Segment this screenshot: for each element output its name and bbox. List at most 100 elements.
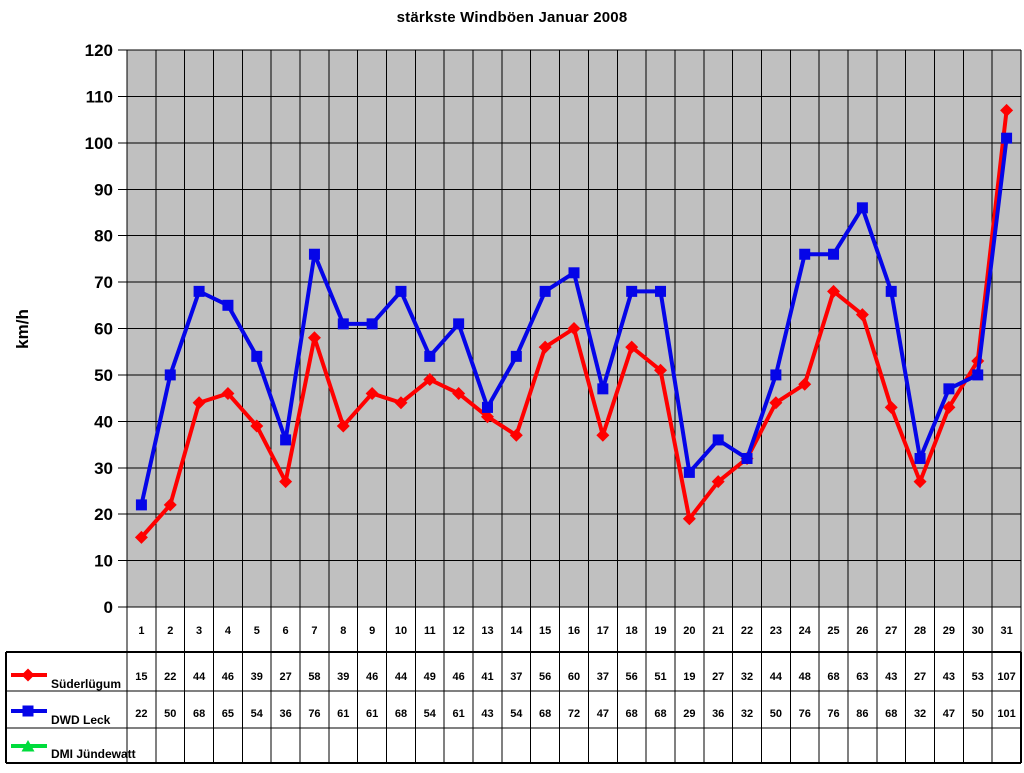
table-value: 50 (164, 708, 176, 720)
data-point-marker (654, 363, 668, 377)
y-tick-label: 120 (85, 41, 113, 60)
x-tick-label: 13 (481, 625, 493, 637)
data-point-marker (280, 434, 292, 446)
data-point-marker (769, 396, 783, 410)
data-point-marker (711, 475, 725, 489)
table-value: 32 (914, 708, 926, 720)
table-value: 44 (193, 671, 206, 683)
legend-row-2: DWD Leck (11, 705, 111, 727)
table-value: 37 (597, 671, 609, 683)
legend-label: Süderlügum (51, 677, 121, 691)
table-value: 36 (279, 708, 291, 720)
data-point-marker (480, 410, 494, 424)
data-point-marker (625, 340, 639, 354)
table-value: 61 (366, 708, 378, 720)
legend-label: DWD Leck (51, 713, 111, 727)
y-tick-label: 100 (85, 134, 113, 153)
y-tick-label: 0 (104, 598, 113, 617)
data-point-marker (770, 369, 782, 381)
data-point-marker (164, 369, 176, 381)
y-tick-label: 30 (94, 459, 113, 478)
table-value: 43 (885, 671, 897, 683)
table-value: 50 (770, 708, 782, 720)
data-point-marker (336, 419, 350, 433)
data-point-marker (885, 285, 897, 297)
legend-label: DMI Jündewatt (51, 747, 136, 761)
table-value: 68 (827, 671, 839, 683)
data-point-marker (307, 331, 321, 345)
table-value: 37 (510, 671, 522, 683)
y-tick-label: 40 (94, 412, 113, 431)
table-values-row-1: 15 22 44 46 39 27 58 39 46 44 49 46 41 37 56 60 37 56 51 19… (135, 671, 1015, 683)
table-value: 101 (997, 708, 1015, 720)
legend-diamond-icon (21, 668, 35, 682)
data-point-marker (251, 350, 263, 362)
x-tick-label: 6 (283, 625, 289, 637)
x-tick-label: 24 (799, 625, 812, 637)
table-value: 86 (856, 708, 868, 720)
table-value: 15 (135, 671, 147, 683)
series-2-line (135, 132, 1013, 511)
x-tick-label: 22 (741, 625, 753, 637)
table-value: 56 (626, 671, 638, 683)
x-tick-label: 12 (453, 625, 465, 637)
table-value: 43 (481, 708, 493, 720)
y-tick-label: 90 (94, 180, 113, 199)
table-value: 29 (683, 708, 695, 720)
data-point-marker (509, 428, 523, 442)
data-point-marker (1000, 103, 1014, 117)
y-tick-label: 70 (94, 273, 113, 292)
legend-triangle-icon (21, 740, 35, 752)
table-value: 68 (395, 708, 407, 720)
table-value: 47 (943, 708, 955, 720)
table-value: 54 (424, 708, 437, 720)
x-tick-label: 20 (683, 625, 695, 637)
data-point-marker (481, 401, 493, 413)
data-point-marker (193, 285, 205, 297)
table-value: 76 (308, 708, 320, 720)
x-tick-label: 16 (568, 625, 580, 637)
table-value: 43 (943, 671, 955, 683)
data-point-marker (884, 400, 898, 414)
x-tick-label: 30 (972, 625, 984, 637)
x-tick-label: 19 (654, 625, 666, 637)
table-value: 51 (654, 671, 666, 683)
table-value: 107 (997, 671, 1015, 683)
y-axis-ticks: 0 10 20 30 40 50 60 70 80 90 100 110 120 (85, 41, 127, 617)
data-point-marker (423, 373, 437, 387)
table-value: 39 (337, 671, 349, 683)
x-tick-label: 23 (770, 625, 782, 637)
data-point-marker (337, 318, 349, 330)
data-point-marker (250, 419, 264, 433)
data-point-marker (712, 434, 724, 446)
x-tick-label: 1 (138, 625, 144, 637)
data-point-marker (597, 383, 609, 395)
data-point-marker (798, 377, 812, 391)
table-value: 36 (712, 708, 724, 720)
x-tick-label: 5 (254, 625, 260, 637)
data-point-marker (365, 386, 379, 400)
table-value: 53 (972, 671, 984, 683)
x-tick-label: 2 (167, 625, 173, 637)
data-point-marker (567, 322, 581, 335)
table-value: 68 (885, 708, 897, 720)
table-value: 58 (308, 671, 320, 683)
legend-square-icon (22, 705, 34, 717)
legend-row-3: DMI Jündewatt (11, 740, 136, 761)
data-point-marker (395, 285, 407, 297)
x-tick-label: 21 (712, 625, 724, 637)
data-point-marker (539, 285, 551, 297)
data-point-marker (453, 318, 465, 330)
x-tick-label: 31 (1000, 625, 1012, 637)
x-tick-label: 29 (943, 625, 955, 637)
series-1-line (134, 103, 1014, 544)
table-value: 27 (712, 671, 724, 683)
data-point-marker (972, 369, 984, 381)
data-point-marker (163, 498, 177, 512)
x-tick-label: 15 (539, 625, 551, 637)
x-tick-label: 7 (311, 625, 317, 637)
table-value: 22 (164, 671, 176, 683)
data-point-marker (134, 530, 148, 544)
x-tick-label: 14 (510, 625, 523, 637)
